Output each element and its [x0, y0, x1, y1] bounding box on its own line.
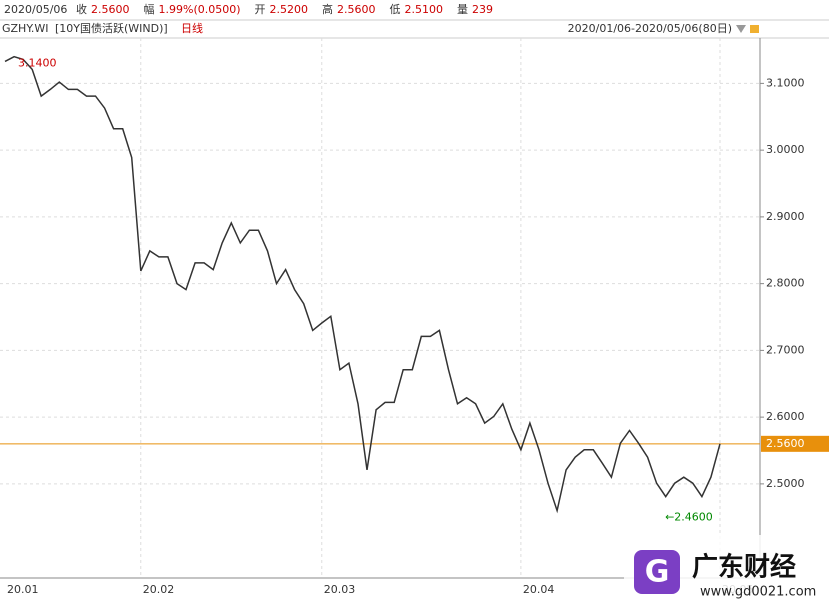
field-value: 1.99%(0.0500): [159, 3, 241, 16]
y-tick-label: 2.7000: [766, 343, 805, 356]
field-label: 量: [457, 3, 468, 16]
y-tick-label: 2.8000: [766, 277, 805, 290]
field-value: 2.5600: [337, 3, 376, 16]
y-tick-label: 2.6000: [766, 410, 805, 423]
x-tick-label: 20.03: [324, 583, 356, 596]
period: 日线: [181, 21, 203, 35]
field-label: 低: [390, 3, 401, 16]
field-label: 高: [322, 2, 333, 16]
y-tick-label: 3.1000: [766, 76, 805, 89]
lock-icon[interactable]: [750, 25, 759, 33]
y-tick-label: 2.5000: [766, 477, 805, 490]
y-tick-label: 2.9000: [766, 210, 805, 223]
price-line: [4, 55, 721, 514]
field-value: 239: [472, 3, 493, 16]
watermark-logo-letter: G: [645, 555, 670, 590]
x-tick-label: 20.02: [143, 583, 175, 596]
watermark-url: www.gd0021.com: [700, 585, 816, 600]
last-value-box: [761, 435, 829, 452]
field-value: 2.5600: [91, 3, 130, 16]
security-code: GZHY.WI: [2, 22, 48, 35]
x-tick-label: 20.04: [523, 583, 555, 596]
max-label: 3.1400: [18, 57, 57, 70]
last-value-label: 2.5600: [766, 437, 805, 450]
watermark-logo: [634, 550, 680, 594]
field-label: 收: [76, 2, 87, 16]
date-range: 2020/01/06-2020/05/06(80日): [568, 22, 732, 35]
min-label: ←2.4600: [665, 511, 713, 524]
x-tick-label: 20.01: [7, 583, 39, 596]
header-date: 2020/05/06: [4, 3, 67, 16]
security-name: [10Y国债活跃(WIND)]: [55, 21, 168, 35]
watermark-brand: 广东财经: [692, 552, 796, 583]
field-value: 2.5100: [405, 3, 444, 16]
field-label: 开: [255, 3, 266, 16]
dropdown-icon[interactable]: [736, 25, 746, 33]
y-tick-label: 3.0000: [766, 143, 805, 156]
field-value: 2.5200: [270, 3, 309, 16]
field-label: 幅: [144, 3, 155, 16]
